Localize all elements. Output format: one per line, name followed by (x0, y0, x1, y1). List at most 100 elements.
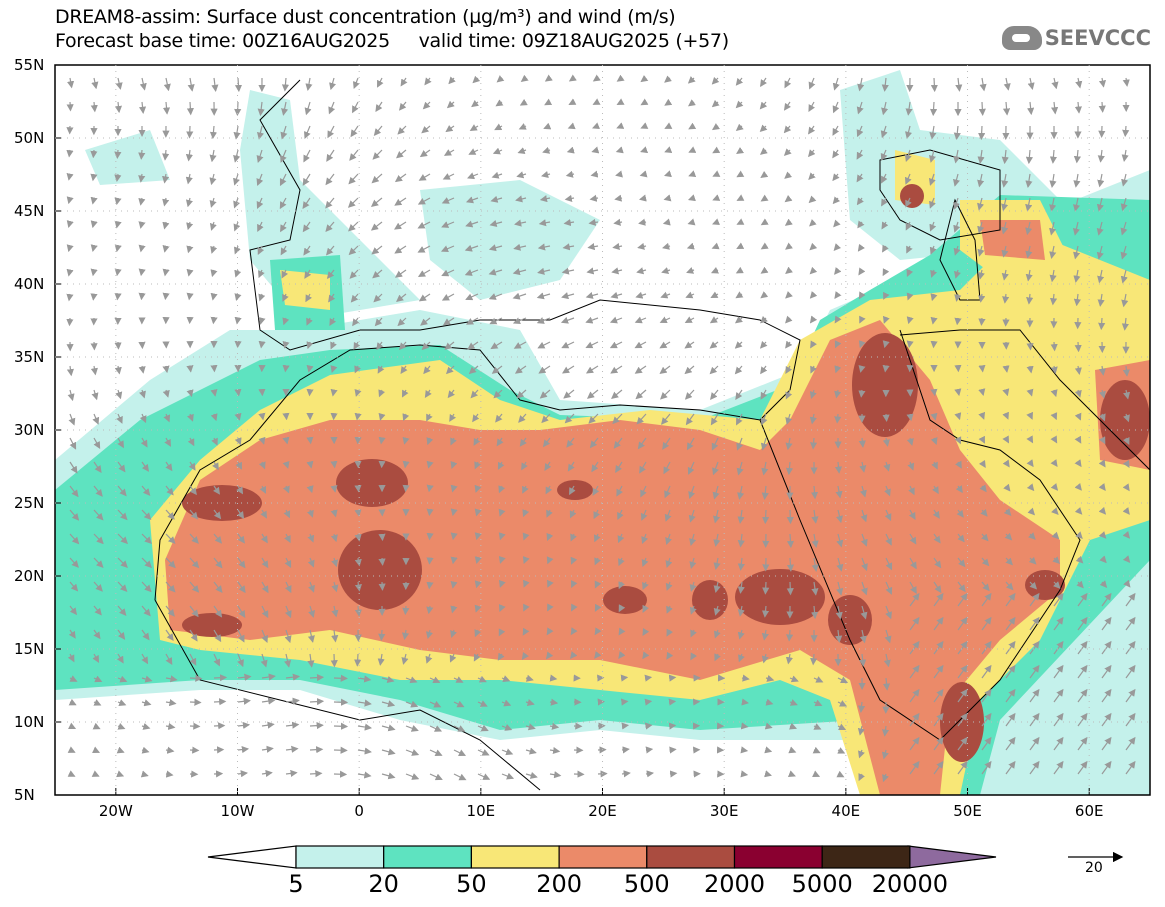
wind-arrow (139, 389, 146, 399)
wind-arrow (90, 244, 98, 253)
wind-arrow (331, 581, 339, 593)
wind-arrow (162, 292, 170, 301)
wind-arrow (237, 721, 251, 729)
wind-arrow (377, 653, 385, 666)
wind-arrow (141, 629, 150, 641)
wind-arrow (165, 699, 177, 707)
wind-arrow (566, 146, 575, 154)
wind-arrow (426, 581, 434, 590)
wind-arrow (450, 437, 457, 446)
wind-arrow (117, 461, 126, 473)
wind-arrow (837, 747, 846, 754)
wind-arrow (735, 266, 744, 274)
wind-arrow (515, 195, 527, 203)
wind-arrow (736, 242, 745, 249)
wind-arrow (237, 557, 246, 569)
wind-arrow (616, 74, 625, 82)
wind-arrow (138, 268, 146, 277)
wind-arrow (381, 676, 395, 683)
wind-arrow (908, 485, 915, 496)
wind-arrow (1029, 688, 1040, 703)
wind-arrow (1072, 221, 1080, 236)
wind-arrow (140, 770, 149, 778)
wind-arrow (213, 698, 227, 706)
wind-arrow (665, 557, 673, 569)
wind-arrow (711, 99, 720, 108)
wind-arrow (308, 581, 315, 593)
colorbar-label: 5000 (791, 870, 853, 898)
wind-arrow (233, 125, 241, 140)
wind-arrow (66, 317, 74, 327)
wind-arrow (659, 316, 671, 324)
wind-arrow (1026, 388, 1034, 397)
colorbar-box (383, 845, 473, 869)
wind-arrow (306, 436, 314, 445)
wind-arrow (138, 221, 146, 229)
wind-arrow (189, 509, 199, 520)
wind-arrow (567, 122, 576, 130)
wind-arrow (495, 99, 504, 107)
wind-arrow (592, 122, 601, 130)
wind-arrow (761, 461, 769, 476)
wind-arrow (645, 746, 654, 754)
wind-arrow (741, 698, 749, 706)
wind-arrow (285, 697, 300, 705)
wind-arrow (141, 485, 151, 496)
wind-arrow (348, 173, 359, 185)
wind-arrow (284, 629, 292, 644)
wind-arrow (213, 653, 221, 667)
wind-arrow (417, 269, 431, 277)
wind-arrow (737, 629, 745, 640)
wind-arrow (139, 413, 147, 424)
wind-arrow (859, 485, 867, 498)
wind-arrow (474, 580, 482, 589)
wind-arrow (711, 76, 720, 85)
wind-arrow (90, 365, 98, 376)
wind-arrow (611, 389, 623, 400)
wind-arrow (449, 653, 457, 663)
wind-arrow (490, 195, 503, 203)
wind-arrow (569, 485, 576, 496)
wind-arrow (1101, 736, 1112, 751)
wind-arrow (187, 77, 195, 92)
wind-arrow (165, 605, 175, 617)
lon-label: 10E (466, 802, 496, 820)
wind-arrow (834, 267, 842, 275)
wind-arrow (327, 125, 335, 139)
wind-arrow (377, 365, 385, 374)
wind-arrow (66, 220, 74, 228)
wind-arrow (92, 653, 100, 663)
wind-arrow (466, 317, 479, 325)
wind-arrow (930, 293, 938, 302)
wind-arrow (234, 77, 243, 93)
wind-arrow (977, 221, 985, 234)
wind-arrow (66, 293, 74, 302)
wind-arrow (421, 341, 431, 351)
wind-arrow (453, 725, 466, 732)
wind-arrow (860, 581, 868, 596)
wind-arrow (785, 653, 793, 665)
wind-arrow (234, 437, 242, 446)
lon-label: 10W (220, 802, 255, 820)
wind-arrow (162, 197, 170, 207)
wind-arrow (736, 194, 745, 201)
wind-arrow (859, 461, 867, 473)
wind-arrow (325, 221, 335, 233)
wind-arrow (165, 675, 178, 683)
wind-arrow (1002, 388, 1010, 397)
wind-arrow (690, 629, 697, 638)
wind-arrow (811, 581, 819, 596)
wind-arrow (1027, 507, 1036, 516)
wind-arrow (1053, 640, 1064, 655)
wind-arrow (1002, 459, 1010, 468)
wind-arrow (688, 122, 697, 130)
wind-arrow (957, 592, 968, 607)
wind-arrow (1026, 435, 1034, 444)
wind-arrow (163, 413, 171, 423)
wind-arrow (909, 712, 920, 727)
wind-arrow (330, 388, 338, 397)
wind-arrow (495, 413, 503, 423)
wind-arrow (808, 172, 816, 180)
wind-arrow (567, 461, 575, 472)
wind-arrow (474, 556, 482, 565)
